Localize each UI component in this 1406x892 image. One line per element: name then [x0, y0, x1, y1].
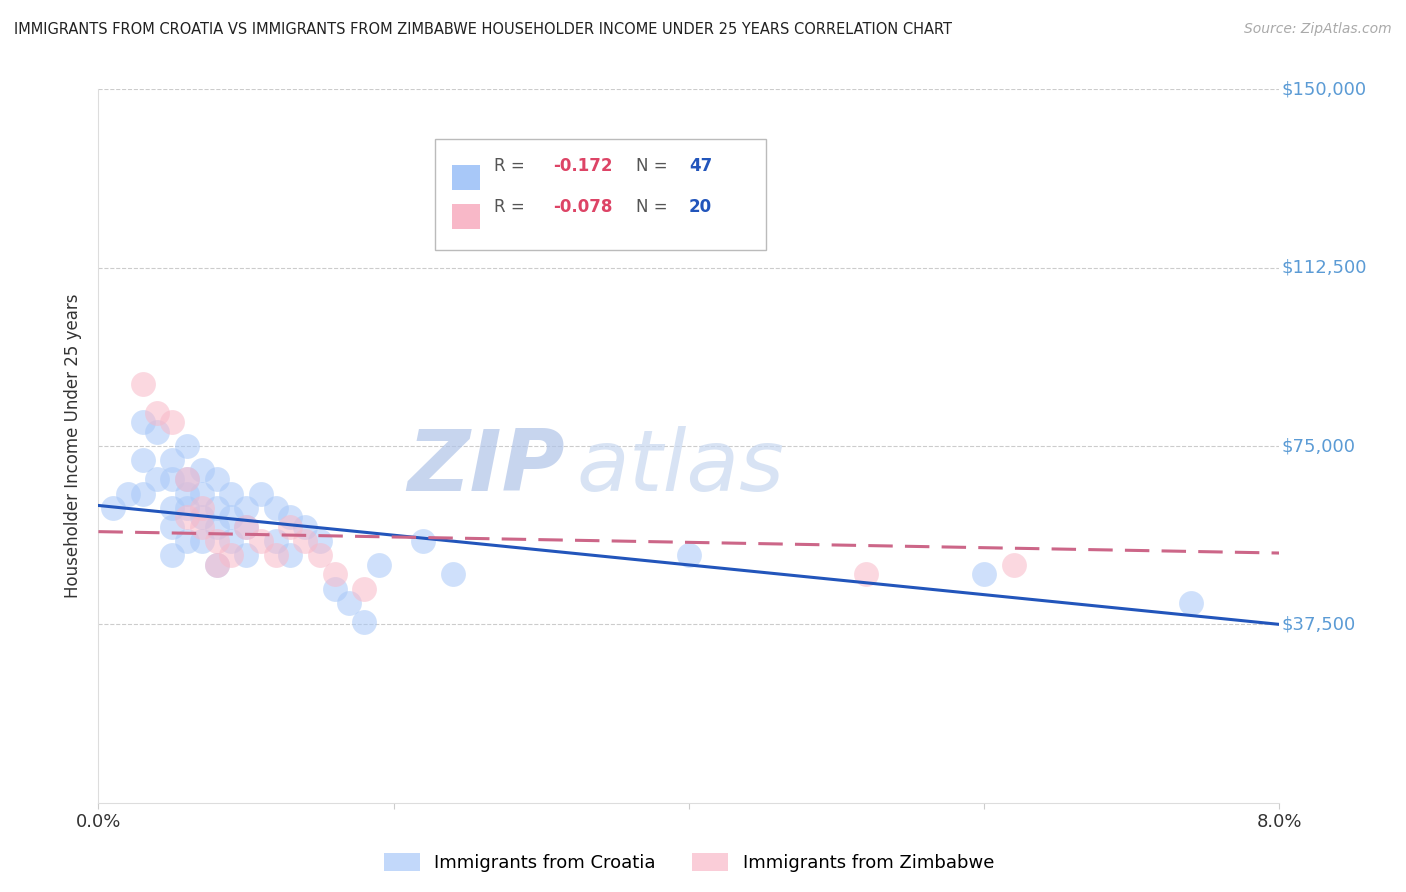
- Point: [367, 558, 389, 572]
- Point: [205, 534, 228, 549]
- Point: [146, 472, 169, 486]
- Text: $112,500: $112,500: [1282, 259, 1367, 277]
- Point: [250, 486, 273, 500]
- Text: ZIP: ZIP: [408, 425, 565, 509]
- Point: [264, 500, 287, 515]
- FancyBboxPatch shape: [451, 165, 479, 190]
- Point: [264, 534, 287, 549]
- Point: [103, 500, 124, 515]
- Point: [162, 472, 183, 486]
- Point: [219, 486, 242, 500]
- Text: $75,000: $75,000: [1282, 437, 1355, 455]
- Point: [973, 567, 995, 582]
- Point: [146, 425, 169, 439]
- Point: [337, 596, 360, 610]
- Point: [176, 486, 198, 500]
- Point: [235, 500, 257, 515]
- FancyBboxPatch shape: [451, 204, 479, 229]
- Point: [191, 510, 214, 524]
- Text: N =: N =: [636, 157, 668, 175]
- Text: -0.078: -0.078: [553, 198, 613, 216]
- Point: [353, 582, 375, 596]
- Text: 20: 20: [689, 198, 711, 216]
- Point: [323, 567, 346, 582]
- Point: [176, 500, 198, 515]
- Point: [294, 520, 316, 534]
- Point: [235, 549, 257, 563]
- Point: [132, 377, 155, 392]
- FancyBboxPatch shape: [434, 139, 766, 250]
- Point: [278, 510, 301, 524]
- Point: [176, 472, 198, 486]
- Point: [1180, 596, 1202, 610]
- Point: [205, 520, 228, 534]
- Point: [219, 549, 242, 563]
- Point: [308, 534, 332, 549]
- Point: [205, 558, 228, 572]
- Point: [176, 534, 198, 549]
- Point: [278, 520, 301, 534]
- Text: $150,000: $150,000: [1282, 80, 1367, 98]
- Text: N =: N =: [636, 198, 668, 216]
- Text: Source: ZipAtlas.com: Source: ZipAtlas.com: [1244, 22, 1392, 37]
- Text: IMMIGRANTS FROM CROATIA VS IMMIGRANTS FROM ZIMBABWE HOUSEHOLDER INCOME UNDER 25 : IMMIGRANTS FROM CROATIA VS IMMIGRANTS FR…: [14, 22, 952, 37]
- Point: [205, 558, 228, 572]
- Point: [132, 453, 155, 467]
- Point: [855, 567, 877, 582]
- Point: [162, 520, 183, 534]
- Text: R =: R =: [494, 198, 524, 216]
- Point: [219, 534, 242, 549]
- Point: [176, 472, 198, 486]
- Point: [250, 534, 273, 549]
- Point: [678, 549, 700, 563]
- Legend: Immigrants from Croatia, Immigrants from Zimbabwe: Immigrants from Croatia, Immigrants from…: [377, 846, 1001, 880]
- Text: 47: 47: [689, 157, 713, 175]
- Point: [308, 549, 332, 563]
- Point: [278, 549, 301, 563]
- Point: [235, 520, 257, 534]
- Point: [176, 439, 198, 453]
- Point: [219, 510, 242, 524]
- Point: [117, 486, 139, 500]
- Text: atlas: atlas: [576, 425, 785, 509]
- Point: [191, 520, 214, 534]
- Point: [353, 615, 375, 629]
- Point: [205, 500, 228, 515]
- Point: [191, 534, 214, 549]
- Point: [323, 582, 346, 596]
- Point: [191, 463, 214, 477]
- Point: [162, 549, 183, 563]
- Text: $37,500: $37,500: [1282, 615, 1355, 633]
- Point: [162, 415, 183, 429]
- Point: [176, 510, 198, 524]
- Point: [235, 520, 257, 534]
- Point: [412, 534, 434, 549]
- Point: [191, 500, 214, 515]
- Point: [441, 567, 464, 582]
- Point: [132, 486, 155, 500]
- Text: R =: R =: [494, 157, 524, 175]
- Point: [1002, 558, 1025, 572]
- Point: [146, 406, 169, 420]
- Point: [162, 500, 183, 515]
- Text: -0.172: -0.172: [553, 157, 613, 175]
- Point: [294, 534, 316, 549]
- Point: [264, 549, 287, 563]
- Y-axis label: Householder Income Under 25 years: Householder Income Under 25 years: [65, 293, 83, 599]
- Point: [191, 486, 214, 500]
- Point: [132, 415, 155, 429]
- Point: [205, 472, 228, 486]
- Point: [162, 453, 183, 467]
